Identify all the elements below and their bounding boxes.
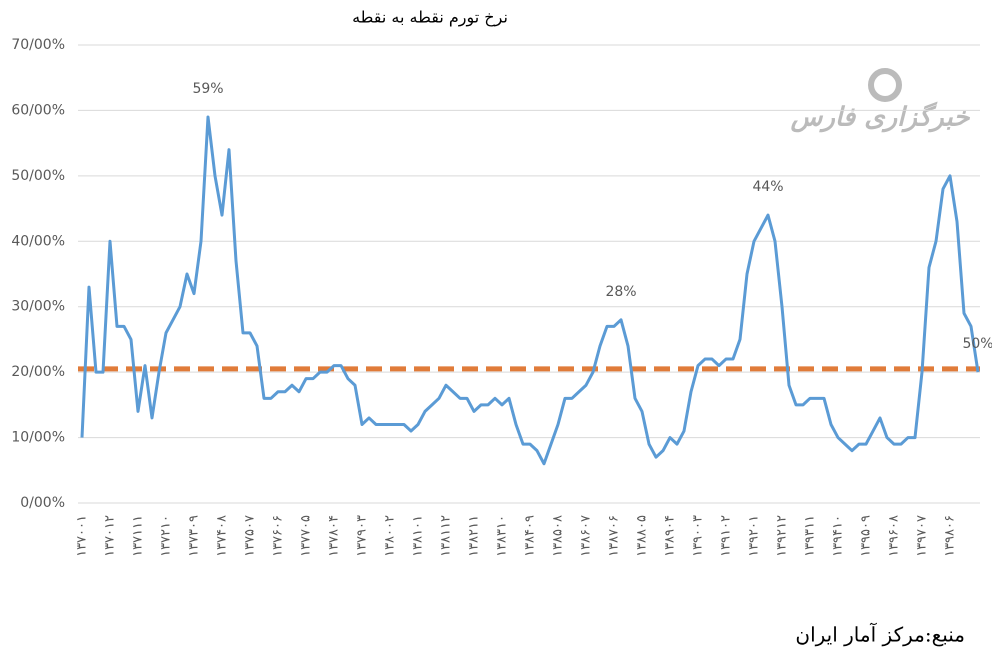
x-tick-label: ۱۳۷۰۰۱ xyxy=(75,515,90,557)
x-tick-label: ۱۳۷۷۰۵ xyxy=(299,515,314,557)
x-tick-label: ۱۳۸۱۱۲ xyxy=(439,515,454,557)
x-tick-label: ۱۳۹۴۱۰ xyxy=(831,515,846,557)
logo-icon xyxy=(868,68,902,102)
x-tick-label: ۱۳۷۳۰۹ xyxy=(187,515,202,557)
x-tick-label: ۱۳۷۶۰۶ xyxy=(271,515,286,557)
x-tick-label: ۱۳۸۷۰۶ xyxy=(607,515,622,557)
x-tick-label: ۱۳۹۷۰۷ xyxy=(915,515,930,557)
x-tick-label: ۱۳۹۲۰۱ xyxy=(747,515,762,557)
line xyxy=(80,115,980,466)
y-tick-label: 20/00% xyxy=(11,364,65,380)
x-tick-label: ۱۳۹۰۰۳ xyxy=(691,515,706,557)
source: منبع:مرکز آمار ایران xyxy=(795,623,965,647)
y-tick-label: 60/00% xyxy=(11,102,65,118)
data-label: 28% xyxy=(605,284,636,300)
x-tick-label: ۱۳۷۱۱۱ xyxy=(131,515,146,557)
x-tick-label: ۱۳۸۱۰۱ xyxy=(411,515,426,557)
data-label: 44% xyxy=(752,179,783,195)
x-tick-label: ۱۳۸۵۰۸ xyxy=(551,515,566,557)
x-tick-label: ۱۳۸۸۰۵ xyxy=(635,515,650,557)
y-tick-label: 40/00% xyxy=(11,233,65,249)
x-tick-label: ۱۳۸۰۰۲ xyxy=(383,515,398,557)
x-tick-label: ۱۳۷۵۰۷ xyxy=(243,515,258,557)
chart-title: نرخ تورم نقطه به نقطه xyxy=(352,8,508,28)
x-tick-label: ۱۳۷۰۱۲ xyxy=(103,515,118,557)
x-tick-label: ۱۳۷۲۱۰ xyxy=(159,515,174,557)
y-tick-label: 10/00% xyxy=(11,430,65,446)
data-label: 59% xyxy=(192,81,223,97)
y-tick-label: 0/00% xyxy=(20,495,65,511)
logo: خبرگزاری فارس xyxy=(790,68,971,133)
data-label: 50% xyxy=(962,336,992,352)
x-tick-label: ۱۳۷۸۰۴ xyxy=(327,515,342,557)
logo-text: خبرگزاری فارس xyxy=(790,101,971,133)
x-tick-label: ۱۳۹۲۱۲ xyxy=(775,515,790,557)
x-tick-label: ۱۳۸۴۰۹ xyxy=(523,515,538,557)
y-tick-label: 30/00% xyxy=(11,299,65,315)
y-tick-label: 50/00% xyxy=(11,168,65,184)
x-tick-label: ۱۳۹۱۰۲ xyxy=(719,515,734,557)
x-tick-label: ۱۳۸۹۰۴ xyxy=(663,515,678,557)
x-tick-label: ۱۳۹۵۰۹ xyxy=(859,515,874,557)
x-tick-label: ۱۳۸۶۰۷ xyxy=(579,515,594,557)
x-tick-label: ۱۳۸۲۱۱ xyxy=(467,515,482,557)
x-tick-label: ۱۳۹۳۱۱ xyxy=(803,515,818,557)
y-tick-label: 70/00% xyxy=(11,37,65,53)
x-tick-label: ۱۳۷۹۰۳ xyxy=(355,515,370,557)
x-tick-label: ۱۳۹۸۰۶ xyxy=(943,515,958,557)
x-tick-label: ۱۳۹۶۰۸ xyxy=(887,515,902,557)
x-tick-label: ۱۳۸۳۱۰ xyxy=(495,515,510,557)
x-tick-label: ۱۳۷۴۰۸ xyxy=(215,515,230,557)
